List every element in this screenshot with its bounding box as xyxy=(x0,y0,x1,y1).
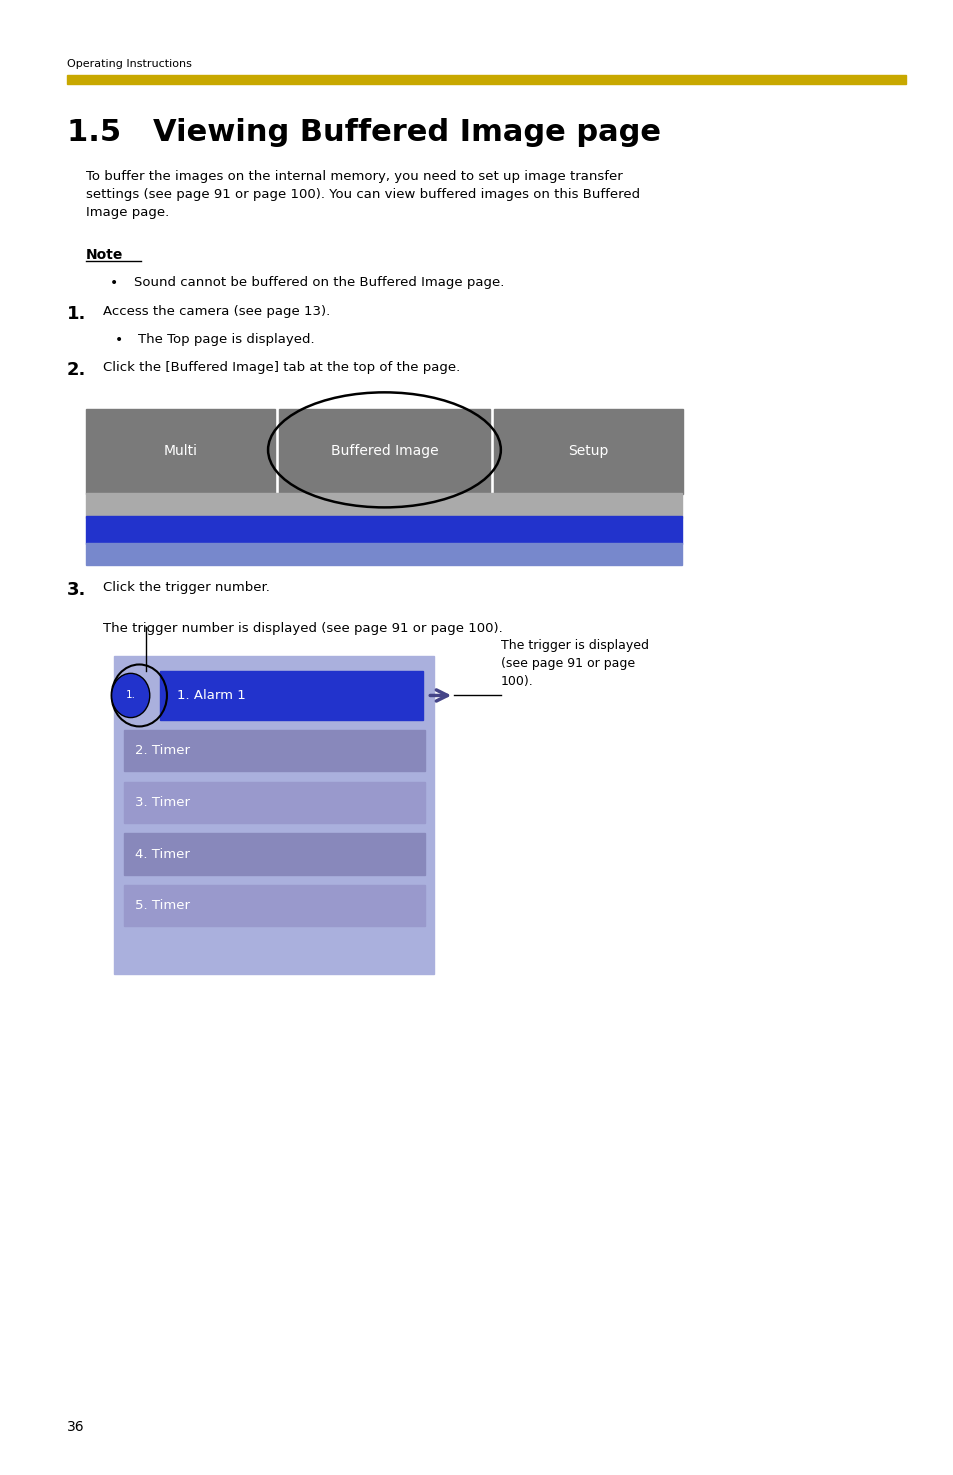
Bar xyxy=(86,409,274,494)
Bar xyxy=(124,730,424,771)
Bar xyxy=(278,409,490,494)
Bar xyxy=(86,493,681,518)
Bar xyxy=(160,671,422,720)
Text: 3.: 3. xyxy=(67,581,86,599)
Text: 2. Timer: 2. Timer xyxy=(135,745,191,757)
Bar xyxy=(114,656,434,974)
Text: 1. Alarm 1: 1. Alarm 1 xyxy=(177,689,246,702)
Text: Setup: Setup xyxy=(568,444,608,459)
Text: 1.: 1. xyxy=(67,305,86,323)
Text: 36: 36 xyxy=(67,1420,84,1434)
Text: 1.5   Viewing Buffered Image page: 1.5 Viewing Buffered Image page xyxy=(67,118,660,148)
Text: 4. Timer: 4. Timer xyxy=(135,848,191,860)
Bar xyxy=(67,75,905,84)
Text: 1.: 1. xyxy=(126,690,135,701)
Text: Access the camera (see page 13).: Access the camera (see page 13). xyxy=(103,305,330,319)
Bar xyxy=(494,409,682,494)
Text: Click the [Buffered Image] tab at the top of the page.: Click the [Buffered Image] tab at the to… xyxy=(103,361,459,375)
Ellipse shape xyxy=(112,673,150,718)
Text: Buffered Image: Buffered Image xyxy=(331,444,437,459)
Text: Sound cannot be buffered on the Buffered Image page.: Sound cannot be buffered on the Buffered… xyxy=(133,276,503,289)
Text: The trigger is displayed
(see page 91 or page
100).: The trigger is displayed (see page 91 or… xyxy=(500,639,648,687)
Bar xyxy=(124,782,424,823)
Text: 5. Timer: 5. Timer xyxy=(135,900,191,912)
Bar xyxy=(86,543,681,565)
Text: Operating Instructions: Operating Instructions xyxy=(67,59,192,69)
Bar xyxy=(124,833,424,875)
Text: Note: Note xyxy=(86,248,123,261)
Text: The Top page is displayed.: The Top page is displayed. xyxy=(138,333,314,347)
Text: 2.: 2. xyxy=(67,361,86,379)
Text: 3. Timer: 3. Timer xyxy=(135,796,191,808)
Text: To buffer the images on the internal memory, you need to set up image transfer
s: To buffer the images on the internal mem… xyxy=(86,170,639,218)
Text: Multi: Multi xyxy=(163,444,197,459)
Text: •: • xyxy=(110,276,118,289)
Text: Click the trigger number.: Click the trigger number. xyxy=(103,581,270,594)
Text: The trigger number is displayed (see page 91 or page 100).: The trigger number is displayed (see pag… xyxy=(103,622,502,636)
Bar xyxy=(124,885,424,926)
Bar xyxy=(86,516,681,544)
Text: •: • xyxy=(114,333,123,347)
